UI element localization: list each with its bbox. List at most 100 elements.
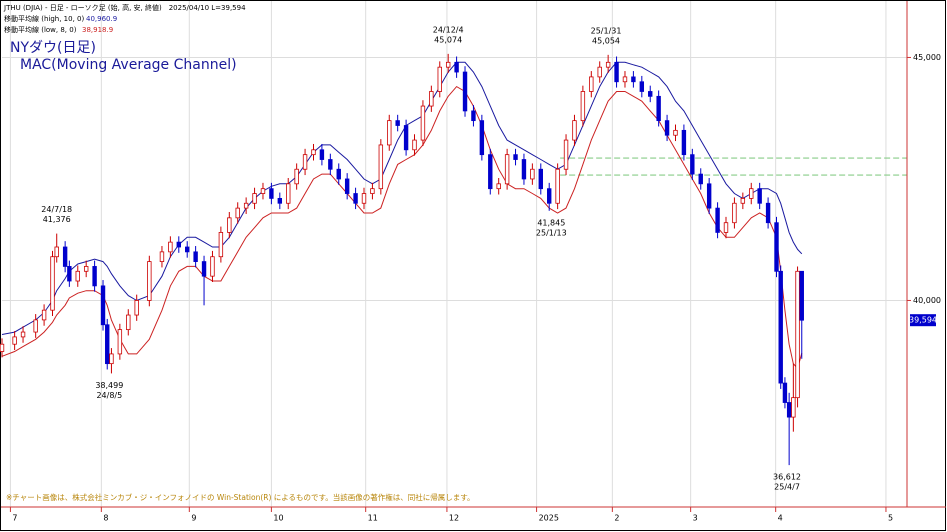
x-tick-label: 7	[12, 514, 17, 523]
candle-body	[740, 197, 746, 204]
candle-body	[311, 149, 316, 156]
candle-body	[0, 343, 5, 352]
candle-body	[690, 154, 695, 175]
candle-body	[210, 256, 215, 277]
candle-body	[218, 232, 224, 258]
candle-body	[547, 188, 552, 204]
candle-body	[614, 61, 619, 83]
candle-body	[778, 270, 783, 384]
candle-body	[605, 61, 611, 68]
legend-name: 移動平均線 (high, 10, 0)	[4, 14, 84, 23]
candle-body	[589, 76, 594, 92]
x-tick-label: 12	[449, 514, 459, 523]
candle-body	[269, 188, 274, 199]
candle-body	[445, 61, 451, 68]
candle-body	[260, 188, 266, 194]
candle-body	[786, 402, 792, 418]
annotation-date: 24/12/4	[433, 25, 464, 34]
candle-body	[126, 314, 131, 331]
candle-body	[471, 110, 476, 122]
candle-body	[387, 120, 392, 146]
candle-body	[479, 120, 485, 156]
candle-body	[109, 353, 114, 365]
candle-body	[723, 222, 729, 233]
candle-body	[530, 168, 535, 180]
candle-body	[795, 270, 800, 399]
candle-body	[134, 300, 139, 316]
legend-value: 38,918.9	[82, 26, 113, 34]
candle-body	[50, 256, 55, 311]
candle-body	[62, 246, 68, 267]
candle-body	[732, 202, 737, 224]
candle-body	[41, 309, 47, 321]
x-tick-label: 3	[693, 514, 698, 523]
candle-body	[715, 207, 720, 233]
y-tick-label: 40,000	[913, 296, 941, 305]
candle-body	[168, 241, 173, 253]
x-tick-label: 9	[191, 514, 196, 523]
candle-body	[176, 241, 181, 248]
candle-body	[193, 251, 198, 262]
candle-body	[639, 81, 645, 92]
candle-body	[496, 183, 501, 190]
candle-body	[597, 66, 602, 78]
annotation-date: 25/4/7	[774, 483, 800, 492]
annotation-date: 24/7/18	[41, 205, 72, 214]
note: ※チャート画像は、株式会社ミンカブ・ジ・インフォノイドの Win-Station…	[6, 492, 475, 502]
candle-body	[504, 154, 510, 185]
candle-body	[83, 266, 89, 272]
candle-body	[799, 270, 804, 321]
candle-body	[462, 71, 468, 112]
candle-body	[622, 76, 628, 83]
candle-body	[243, 202, 249, 209]
candle-body	[555, 168, 560, 204]
candle-body	[328, 159, 333, 170]
candle-body	[429, 91, 434, 107]
x-tick-label: 8	[103, 514, 108, 523]
candle-body	[673, 129, 678, 136]
candle-body	[344, 178, 350, 194]
candle-body	[159, 251, 165, 262]
candle-body	[698, 173, 703, 185]
candle-body	[656, 95, 661, 122]
candle-body	[252, 193, 257, 204]
annotation-date: 25/1/31	[591, 26, 622, 35]
candle-body	[749, 188, 754, 199]
candle-body	[563, 139, 569, 170]
candle-body	[774, 222, 779, 272]
candle-body	[185, 246, 190, 253]
candle-body	[782, 382, 788, 403]
candle-body	[395, 120, 400, 126]
header: JTHU (DJIA) - 日足 - ローソク足 (始, 高, 安, 終値) 2…	[3, 3, 246, 12]
annotation-date: 24/8/5	[96, 391, 122, 400]
ma-line	[1, 61, 803, 335]
chart-subtitle: MAC(Moving Average Channel)	[20, 57, 237, 73]
candle-body	[420, 105, 426, 141]
x-tick-label: 4	[778, 514, 783, 523]
annotation-date: 25/1/13	[536, 228, 567, 237]
candle-body	[294, 168, 299, 185]
candle-body	[706, 183, 712, 209]
candle-body	[67, 266, 72, 282]
x-tick-label: 5	[888, 514, 893, 523]
last-price-label: 39,594	[909, 316, 937, 325]
legend-value: 40,960.9	[86, 15, 117, 23]
candle-body	[147, 261, 152, 301]
chart-title: NYダウ(日足)	[10, 40, 96, 56]
candle-body	[201, 261, 207, 277]
annotation-value: 36,612	[773, 473, 801, 482]
candle-body	[765, 202, 771, 224]
candle-body	[33, 319, 38, 333]
candle-body	[105, 324, 110, 365]
legend-name: 移動平均線 (low, 8, 0)	[4, 25, 77, 34]
candle-body	[277, 197, 283, 204]
candle-body	[521, 159, 527, 180]
annotation-value: 41,845	[537, 218, 565, 227]
candle-body	[353, 193, 358, 204]
annotation-value: 45,054	[592, 36, 620, 45]
last-price-box	[910, 314, 936, 327]
candle-body	[286, 183, 291, 204]
candle-body	[378, 144, 384, 190]
labels: 45,000 40,000 7 8 9 10 11 12 2025 2 3 4 5 39,594 24/7/…	[9, 25, 941, 523]
